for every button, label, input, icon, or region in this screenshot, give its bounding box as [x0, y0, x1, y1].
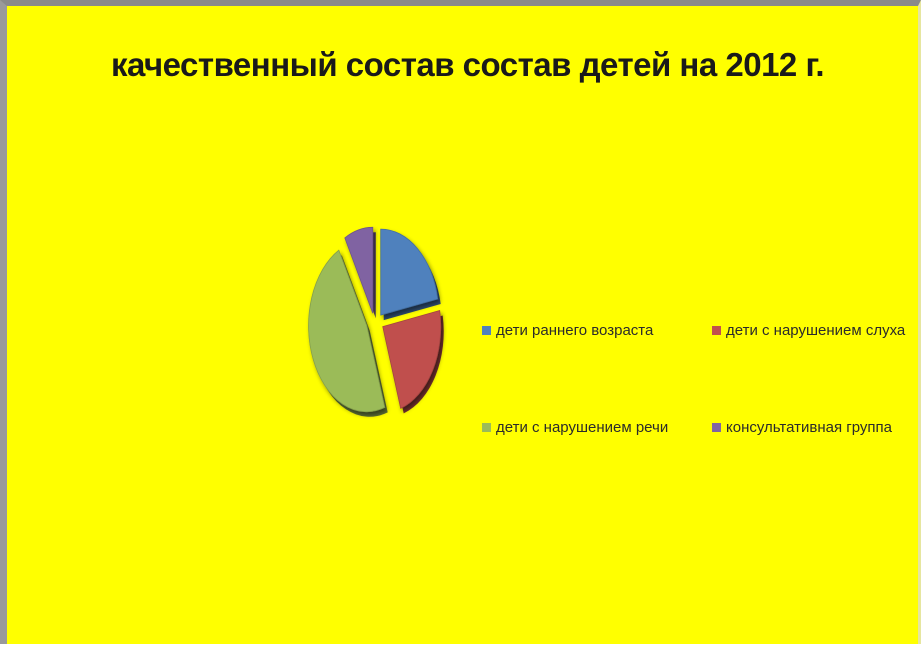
legend-label: дети раннего возраста — [496, 322, 654, 339]
legend-item-hearing: дети с нарушением слуха — [712, 322, 905, 339]
legend-label: консультативная группа — [726, 419, 893, 436]
pie-chart — [308, 226, 444, 417]
legend-label: дети с нарушением слуха — [726, 322, 906, 339]
slice-speech — [308, 249, 386, 413]
chart-title: качественный состав состав детей на 2012… — [110, 46, 825, 83]
legend-swatch — [482, 423, 491, 432]
slice-consult — [344, 226, 374, 314]
legend-label: дети с нарушением речи — [496, 419, 669, 436]
legend-swatch — [482, 326, 491, 335]
legend-item-speech: дети с нарушением речи — [482, 419, 668, 436]
legend-item-consult: консультативная группа — [712, 419, 892, 436]
legend-item-early-age: дети раннего возраста — [482, 322, 653, 339]
slice-hearing — [382, 309, 442, 409]
slice-early-age — [380, 228, 439, 316]
legend-swatch — [712, 326, 721, 335]
legend-swatch — [712, 423, 721, 432]
